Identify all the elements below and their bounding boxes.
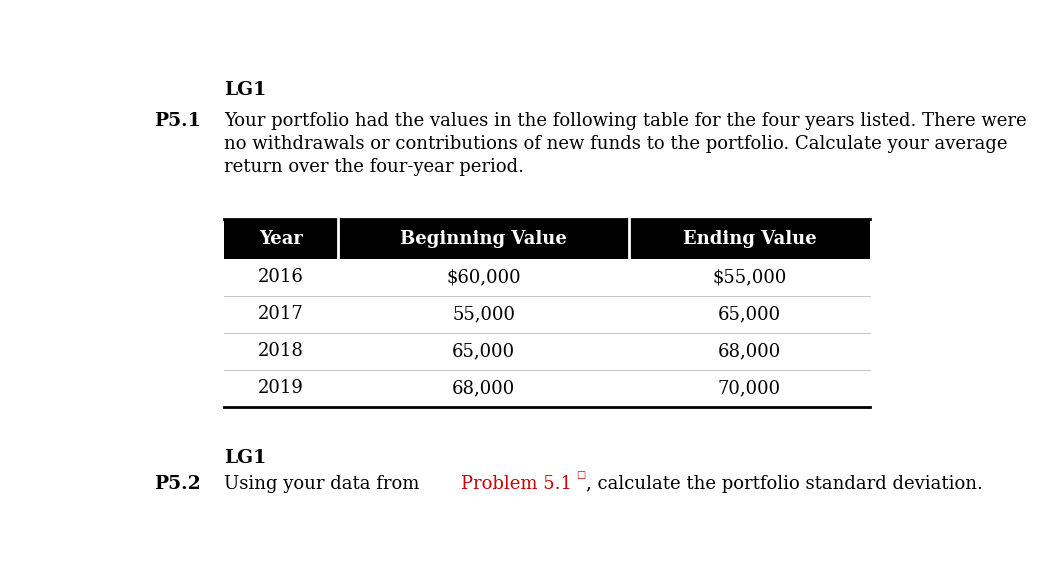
Text: 2017: 2017 xyxy=(258,305,304,323)
Text: no withdrawals or contributions of new funds to the portfolio. Calculate your av: no withdrawals or contributions of new f… xyxy=(223,135,1007,153)
Text: $60,000: $60,000 xyxy=(446,268,521,287)
Text: Using your data from: Using your data from xyxy=(223,475,425,493)
Text: □: □ xyxy=(576,471,585,480)
Text: , calculate the portfolio standard deviation.: , calculate the portfolio standard devia… xyxy=(586,475,983,493)
Text: P5.1: P5.1 xyxy=(154,112,201,130)
Text: P5.2: P5.2 xyxy=(154,475,201,493)
Bar xyxy=(223,219,870,259)
Text: $55,000: $55,000 xyxy=(712,268,787,287)
Text: LG1: LG1 xyxy=(223,81,266,99)
Text: Beginning Value: Beginning Value xyxy=(400,230,567,248)
Text: 65,000: 65,000 xyxy=(452,342,515,360)
Text: Your portfolio had the values in the following table for the four years listed. : Your portfolio had the values in the fol… xyxy=(223,112,1026,130)
Text: 68,000: 68,000 xyxy=(718,342,781,360)
Text: Year: Year xyxy=(259,230,303,248)
Text: 2018: 2018 xyxy=(258,342,304,360)
Text: LG1: LG1 xyxy=(223,449,266,467)
Text: 2016: 2016 xyxy=(258,268,304,287)
Text: 55,000: 55,000 xyxy=(452,305,515,323)
Text: 70,000: 70,000 xyxy=(718,379,781,397)
Text: 2019: 2019 xyxy=(258,379,304,397)
Text: 65,000: 65,000 xyxy=(718,305,781,323)
Text: 68,000: 68,000 xyxy=(452,379,515,397)
Text: return over the four-year period.: return over the four-year period. xyxy=(223,158,524,176)
Text: Problem 5.1: Problem 5.1 xyxy=(461,475,572,493)
Text: Ending Value: Ending Value xyxy=(682,230,817,248)
